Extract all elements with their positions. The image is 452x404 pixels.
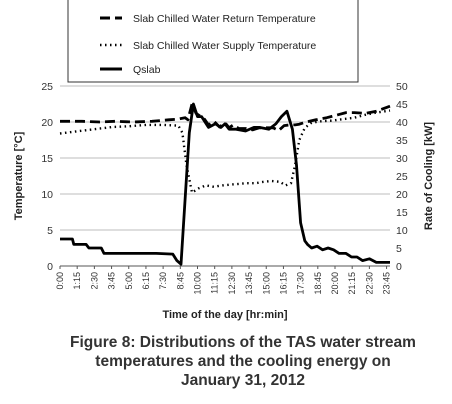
y2-tick-label: 25 bbox=[396, 171, 408, 183]
x-axis-ticks: 0:00 1:15 2:30 3:45 5:00 6:15 7:30 8:45 10:00 11:… bbox=[55, 266, 392, 295]
y2-tick-label: 0 bbox=[396, 261, 402, 273]
y2-tick-label: 30 bbox=[396, 153, 408, 165]
y2-tick-label: 20 bbox=[396, 189, 408, 201]
y2-tick-label: 5 bbox=[396, 243, 402, 255]
y2-tick-label: 10 bbox=[396, 225, 408, 237]
x-tick-label: 16:15 bbox=[278, 272, 288, 295]
legend-label-return: Slab Chilled Water Return Temperature bbox=[133, 13, 316, 25]
caption-line-1: Figure 8: Distributions of the TAS water… bbox=[70, 334, 416, 351]
caption-line-2: temperatures and the cooling energy on bbox=[95, 353, 391, 370]
y-tick-label: 0 bbox=[47, 261, 53, 273]
grid-lines bbox=[60, 85, 390, 231]
y-axis-ticks: 0 5 10 15 20 25 bbox=[41, 81, 53, 273]
x-tick-label: 10:00 bbox=[193, 272, 203, 295]
caption-line-3: January 31, 2012 bbox=[180, 372, 306, 389]
x-tick-label: 13:45 bbox=[244, 272, 254, 295]
x-tick-label: 5:00 bbox=[124, 272, 134, 290]
x-axis-title: Time of the day [hr:min] bbox=[162, 309, 287, 321]
x-tick-label: 22:30 bbox=[364, 272, 374, 295]
y2-axis-title: Rate of Cooling [kW] bbox=[423, 122, 435, 230]
y2-tick-label: 15 bbox=[396, 207, 408, 219]
y-tick-label: 15 bbox=[41, 153, 53, 165]
y-axis-title: Temperature [°C] bbox=[13, 131, 25, 220]
x-tick-label: 7:30 bbox=[158, 272, 168, 290]
legend-label-qslab: Qslab bbox=[133, 64, 161, 76]
y2-tick-label: 50 bbox=[396, 81, 408, 93]
x-tick-label: 1:15 bbox=[72, 272, 82, 290]
legend-label-supply: Slab Chilled Water Supply Temperature bbox=[133, 40, 316, 52]
x-tick-label: 3:45 bbox=[107, 272, 117, 290]
series-line-qslab bbox=[60, 102, 390, 266]
x-tick-label: 8:45 bbox=[175, 272, 185, 290]
series-line-return-temperature bbox=[60, 102, 391, 133]
x-tick-label: 11:15 bbox=[210, 272, 220, 294]
y2-tick-label: 35 bbox=[396, 135, 408, 147]
x-tick-label: 17:30 bbox=[296, 272, 306, 295]
x-tick-label: 18:45 bbox=[313, 272, 323, 295]
y2-axis-ticks: 0 5 10 15 20 25 30 35 40 45 50 bbox=[396, 81, 408, 273]
x-tick-label: 15:00 bbox=[261, 272, 271, 295]
y2-tick-label: 45 bbox=[396, 99, 408, 111]
y-tick-label: 10 bbox=[41, 189, 53, 201]
figure-caption: Figure 8: Distributions of the TAS water… bbox=[60, 333, 426, 390]
y2-tick-label: 40 bbox=[396, 117, 408, 129]
y-tick-label: 20 bbox=[41, 117, 53, 129]
x-tick-label: 20:00 bbox=[330, 272, 340, 295]
x-tick-label: 21:15 bbox=[347, 272, 357, 295]
x-tick-label: 2:30 bbox=[89, 272, 99, 290]
y-tick-label: 5 bbox=[47, 225, 53, 237]
x-tick-label: 23:45 bbox=[382, 272, 392, 295]
x-tick-label: 6:15 bbox=[141, 272, 151, 290]
series-layer bbox=[59, 102, 391, 266]
y-tick-label: 25 bbox=[41, 81, 53, 93]
x-tick-label: 12:30 bbox=[227, 272, 237, 295]
legend: Slab Chilled Water Return Temperature Sl… bbox=[67, 0, 359, 83]
x-tick-label: 0:00 bbox=[55, 272, 65, 290]
